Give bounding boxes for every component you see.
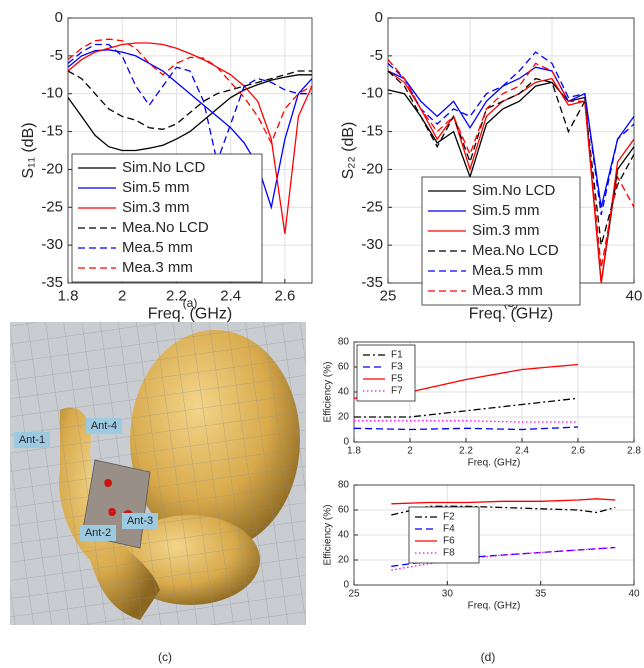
x-tick-label: 1.8 — [58, 287, 79, 304]
y-axis-label: Efficiency (%) — [323, 505, 334, 566]
y-tick-label: 20 — [338, 412, 350, 423]
caption: (c) — [158, 650, 172, 664]
legend-label: F1 — [391, 350, 403, 361]
legend-label: Mea.No LCD — [472, 242, 559, 259]
y-tick-label: -15 — [361, 123, 383, 140]
caption: (d) — [481, 650, 496, 664]
legend-label: F5 — [391, 374, 403, 385]
legend-label: Sim.No LCD — [122, 159, 206, 176]
legend-label: Sim.5 mm — [472, 202, 540, 219]
y-tick-label: 0 — [55, 9, 63, 26]
legend-label: Sim.5 mm — [122, 179, 190, 196]
legend-label: F3 — [391, 362, 403, 373]
y-tick-label: 80 — [338, 337, 350, 348]
legend-label: F8 — [443, 548, 455, 559]
y-tick-label: -20 — [361, 160, 383, 177]
x-tick-label: 2 — [407, 446, 413, 457]
legend-label: Sim.No LCD — [472, 182, 556, 199]
x-tick-label: 25 — [348, 589, 360, 600]
y-tick-label: 20 — [338, 555, 350, 566]
antenna-label: Ant-3 — [127, 515, 153, 527]
x-tick-label: 40 — [626, 287, 643, 304]
x-tick-label: 40 — [628, 589, 640, 600]
y-axis-label: Efficiency (%) — [323, 362, 334, 423]
y-axis-label: S₁₁ (dB) — [20, 122, 37, 178]
legend-label: F4 — [443, 524, 455, 535]
chart: -35-30-25-20-15-10-5025303540Freq. (GHz)… — [340, 9, 642, 323]
y-tick-label: -5 — [50, 47, 63, 64]
y-tick-label: -25 — [361, 198, 383, 215]
y-tick-label: -15 — [41, 123, 63, 140]
legend-label: Mea.3 mm — [122, 259, 193, 276]
x-tick-label: 2 — [118, 287, 126, 304]
legend-label: Mea.3 mm — [472, 282, 543, 299]
legend-label: F2 — [443, 512, 455, 523]
legend-label: Sim.3 mm — [122, 199, 190, 216]
x-tick-label: 30 — [442, 589, 454, 600]
y-tick-label: -30 — [41, 236, 63, 253]
y-tick-label: 40 — [338, 530, 350, 541]
x-axis-label: Freq. (GHz) — [468, 601, 521, 612]
y-tick-label: 80 — [338, 480, 350, 491]
legend-label: Mea.5 mm — [122, 239, 193, 256]
legend-label: Mea.5 mm — [472, 262, 543, 279]
y-tick-label: 60 — [338, 505, 350, 516]
legend-box — [357, 345, 415, 401]
x-tick-label: 1.8 — [347, 446, 361, 457]
figure: Ant-1Ant-4Ant-2Ant-3(c)-35-30-25-20-15-1… — [0, 0, 644, 668]
x-tick-label: 2.4 — [515, 446, 529, 457]
antenna-label: Ant-2 — [85, 527, 111, 539]
x-tick-label: 2.8 — [627, 446, 641, 457]
model-image — [10, 322, 306, 625]
x-tick-label: 2.2 — [459, 446, 473, 457]
x-tick-label: 25 — [380, 287, 397, 304]
y-tick-label: 60 — [338, 362, 350, 373]
y-tick-label: 0 — [375, 9, 383, 26]
x-tick-label: 2.6 — [274, 287, 295, 304]
y-tick-label: -5 — [370, 47, 383, 64]
x-tick-label: 2.6 — [571, 446, 585, 457]
legend-label: Mea.No LCD — [122, 219, 209, 236]
x-axis-label: Freq. (GHz) — [468, 458, 521, 469]
legend-label: F7 — [391, 386, 403, 397]
caption: (a) — [183, 296, 198, 310]
y-tick-label: -10 — [361, 85, 383, 102]
x-tick-label: 2.4 — [220, 287, 241, 304]
antenna-label: Ant-1 — [19, 434, 45, 446]
y-tick-label: -30 — [361, 236, 383, 253]
legend-label: F6 — [443, 536, 455, 547]
antenna-label: Ant-4 — [91, 420, 117, 432]
y-tick-label: -20 — [41, 160, 63, 177]
x-tick-label: 35 — [535, 589, 547, 600]
y-tick-label: 40 — [338, 387, 350, 398]
y-tick-label: -10 — [41, 85, 63, 102]
legend-label: Sim.3 mm — [472, 222, 540, 239]
y-axis-label: S₂₂ (dB) — [340, 122, 357, 180]
y-tick-label: -25 — [41, 198, 63, 215]
